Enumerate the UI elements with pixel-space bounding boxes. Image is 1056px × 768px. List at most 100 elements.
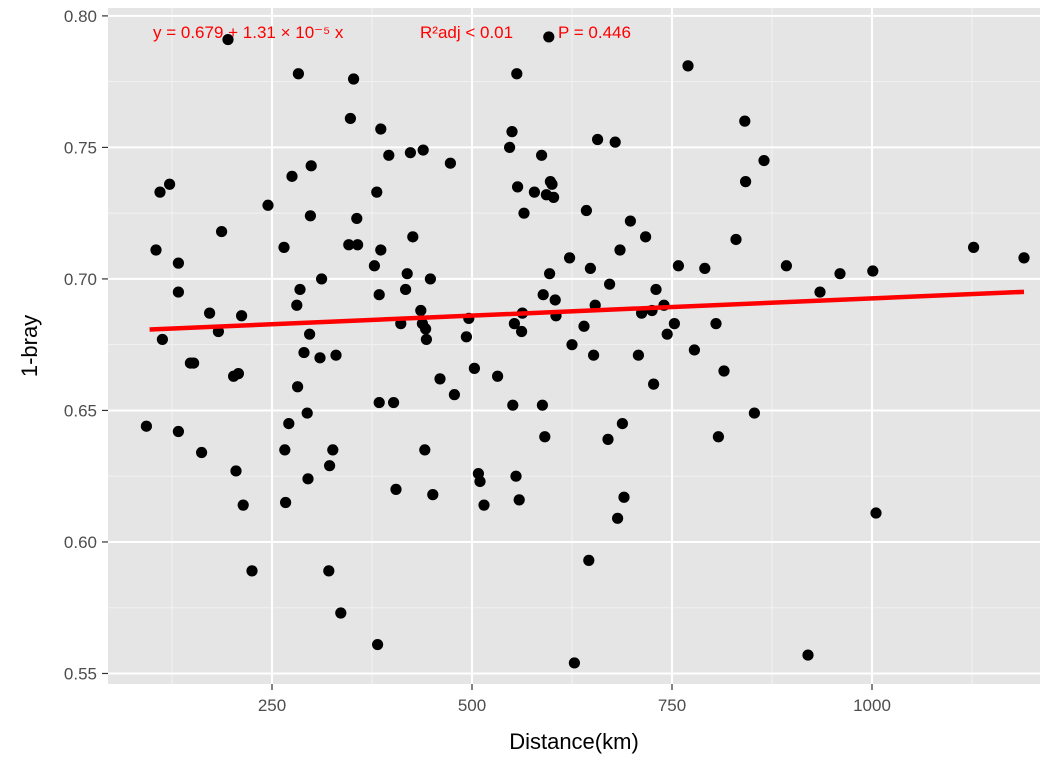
data-point: [420, 323, 432, 335]
x-tick-label: 250: [258, 696, 286, 715]
data-point: [291, 299, 303, 311]
data-point: [351, 212, 363, 225]
data-point: [614, 244, 626, 256]
data-point: [640, 231, 652, 243]
data-point: [618, 491, 630, 503]
data-point: [592, 133, 604, 146]
data-point: [968, 241, 980, 253]
data-point: [688, 344, 701, 356]
data-point: [292, 381, 304, 393]
data-point: [564, 252, 576, 264]
data-point: [549, 294, 561, 306]
data-point: [548, 191, 560, 203]
data-point: [504, 141, 516, 154]
data-point: [511, 181, 524, 193]
data-point: [383, 149, 395, 161]
y-axis-tick-labels: 0.55 0.60 0.65 0.70 0.75 0.80: [64, 7, 97, 684]
data-point: [216, 225, 228, 238]
data-point: [424, 273, 436, 285]
data-point: [661, 328, 673, 340]
data-point: [348, 73, 360, 85]
data-point: [172, 286, 184, 298]
data-point: [668, 318, 681, 330]
data-point: [150, 244, 162, 256]
data-point: [373, 396, 385, 409]
data-point: [237, 499, 249, 511]
y-tick-label: 0.55: [64, 664, 97, 683]
data-point: [314, 352, 326, 364]
data-point: [292, 68, 304, 80]
data-point: [583, 554, 595, 566]
data-point: [400, 283, 412, 296]
x-tick-label: 750: [658, 696, 686, 715]
major-gridlines: [108, 8, 1040, 684]
data-point: [140, 420, 152, 432]
data-point: [780, 260, 793, 272]
data-point: [672, 260, 685, 272]
y-tick-label: 0.65: [64, 401, 97, 420]
data-point: [602, 433, 614, 445]
data-point: [230, 465, 242, 477]
data-point: [262, 199, 274, 211]
data-point: [368, 260, 380, 272]
data-point: [604, 278, 616, 290]
data-point: [740, 176, 752, 188]
data-point: [448, 389, 460, 401]
data-point: [280, 496, 292, 509]
data-point: [612, 512, 624, 524]
data-point: [682, 60, 694, 72]
data-point: [518, 207, 530, 219]
data-point: [236, 310, 248, 322]
y-axis-title: 1-bray: [17, 315, 42, 377]
data-point: [508, 318, 520, 330]
data-point: [434, 373, 446, 385]
data-point: [305, 160, 317, 172]
data-point: [516, 325, 528, 338]
data-point: [323, 565, 335, 577]
data-point: [154, 186, 166, 198]
data-points: [140, 31, 1030, 669]
regression-line: [149, 289, 1025, 332]
data-point: [388, 396, 400, 409]
data-point: [546, 178, 558, 190]
data-point: [302, 473, 314, 485]
data-point: [460, 331, 472, 343]
data-point: [834, 268, 846, 280]
data-point: [814, 286, 826, 298]
data-point: [427, 489, 439, 501]
data-point: [710, 318, 722, 330]
y-tick-label: 0.75: [64, 138, 97, 157]
data-point: [568, 657, 581, 669]
data-point: [330, 349, 342, 361]
data-point: [468, 362, 480, 374]
annotation-p-value: P = 0.446: [558, 23, 631, 42]
data-point: [543, 31, 555, 43]
data-point: [156, 333, 168, 346]
data-point: [537, 289, 549, 301]
data-point: [739, 115, 751, 127]
x-tick-label: 1000: [853, 696, 891, 715]
data-point: [588, 349, 600, 361]
data-point: [539, 431, 551, 443]
y-tick-label: 0.70: [64, 270, 97, 289]
data-point: [758, 154, 770, 167]
data-point: [327, 444, 339, 456]
data-point: [544, 268, 556, 280]
data-point: [506, 126, 518, 138]
annotation-r2: R²adj < 0.01: [420, 23, 513, 42]
data-point: [648, 378, 660, 390]
data-point: [335, 607, 347, 619]
data-point: [222, 33, 234, 46]
data-point: [246, 565, 258, 577]
axis-ticks: [102, 15, 873, 690]
data-point: [718, 365, 730, 377]
data-point: [404, 147, 416, 159]
data-point: [492, 370, 504, 382]
data-point: [624, 215, 637, 227]
data-point: [415, 304, 427, 317]
data-point: [301, 407, 313, 419]
data-point: [232, 368, 244, 380]
data-point: [316, 273, 328, 285]
data-point: [528, 186, 541, 198]
